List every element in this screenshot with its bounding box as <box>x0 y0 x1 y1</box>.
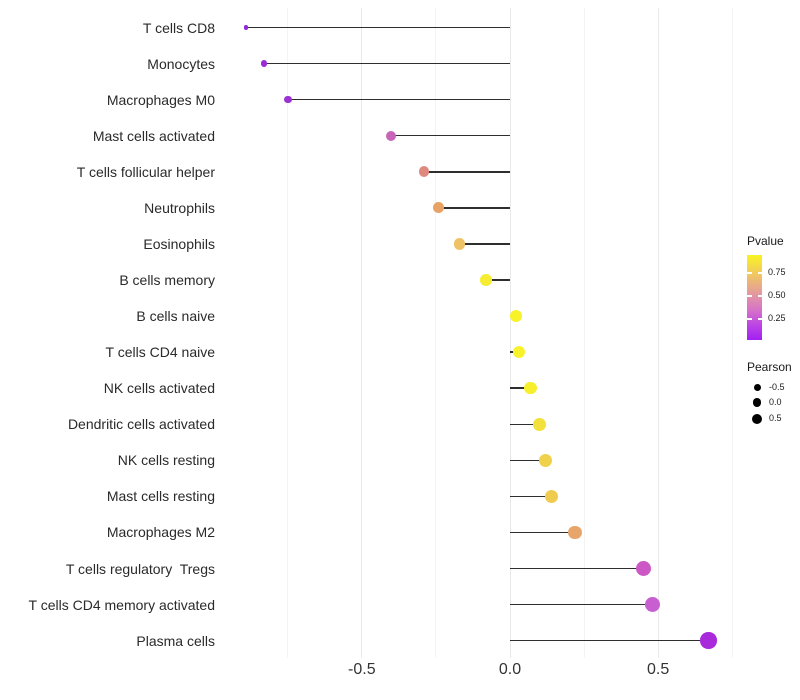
gridline-minor <box>435 8 437 658</box>
lollipop-stem <box>510 531 576 534</box>
data-point <box>454 238 466 250</box>
pearson-size-label: 0.5 <box>769 413 782 424</box>
colorbar-tick-label: 0.50 <box>768 290 786 300</box>
data-point <box>644 596 660 613</box>
y-axis-label: T cells follicular helper <box>76 163 215 180</box>
lollipop-stem <box>510 423 540 426</box>
lollipop-stem <box>246 26 510 29</box>
lollipop-stem <box>510 387 531 389</box>
data-point <box>244 25 249 30</box>
data-point <box>480 274 493 286</box>
gridline-minor <box>731 8 733 658</box>
gridline-minor <box>287 8 289 658</box>
y-axis-label: Macrophages M0 <box>106 91 215 108</box>
pearson-size-label: -0.5 <box>769 381 785 392</box>
lollipop-stem <box>510 567 644 570</box>
colorbar-tick <box>757 295 762 297</box>
colorbar-tick <box>747 318 752 320</box>
colorbar-tick <box>757 272 762 274</box>
lollipop-stem <box>459 243 510 245</box>
pearson-size-dot <box>753 383 761 391</box>
data-point <box>260 60 268 67</box>
data-point <box>509 310 522 323</box>
pvalue-colorbar <box>747 255 762 340</box>
y-axis-label: B cells naive <box>136 308 215 325</box>
data-point <box>283 95 292 104</box>
lollipop-stem <box>438 207 510 209</box>
data-point <box>524 381 538 395</box>
y-axis-label: T cells CD4 memory activated <box>28 596 215 613</box>
gridline-major <box>657 8 659 658</box>
x-axis-tick-label: 0.5 <box>647 661 670 678</box>
y-axis-label: T cells CD4 naive <box>105 344 215 361</box>
pearson-size-label: 0.0 <box>769 397 782 408</box>
y-axis-label: Mast cells activated <box>92 127 215 144</box>
data-point <box>635 561 651 577</box>
pearson-size-dot <box>752 413 762 424</box>
y-axis-label: Dendritic cells activated <box>67 416 215 433</box>
pearson-legend-title: Pearson <box>747 360 792 374</box>
colorbar-tick <box>757 318 762 320</box>
gridline-minor <box>583 8 585 658</box>
data-point <box>533 417 547 431</box>
y-axis-label: B cells memory <box>119 271 215 288</box>
y-axis-label: Plasma cells <box>136 632 215 649</box>
x-axis-tick-label: 0.0 <box>498 661 522 678</box>
lollipop-stem <box>287 98 510 101</box>
lollipop-stem <box>510 495 552 498</box>
data-point <box>386 130 397 141</box>
y-axis-label: T cells regulatory Tregs <box>65 560 215 577</box>
y-axis-label: Eosinophils <box>143 235 215 252</box>
data-point <box>568 525 583 540</box>
colorbar-tick <box>747 272 752 274</box>
y-axis-label: Mast cells resting <box>106 488 215 505</box>
y-axis-label: Monocytes <box>147 55 215 72</box>
data-point <box>700 632 717 649</box>
data-point <box>433 202 445 214</box>
gridline-major <box>509 8 511 658</box>
lollipop-stem <box>510 639 709 642</box>
data-point <box>539 453 553 467</box>
lollipop-stem <box>510 603 653 606</box>
pearson-size-dot <box>752 398 762 407</box>
lollipop-stem <box>486 279 510 281</box>
data-point <box>544 489 559 503</box>
y-axis-label: T cells CD8 <box>142 19 215 36</box>
lollipop-stem <box>510 459 546 462</box>
x-axis-tick-label: -0.5 <box>348 661 376 678</box>
data-point <box>512 346 525 359</box>
lollipop-stem <box>264 62 510 65</box>
y-axis-label: Macrophages M2 <box>106 524 215 541</box>
y-axis-label: NK cells resting <box>117 452 215 469</box>
gridline-major <box>361 8 363 658</box>
colorbar-tick-label: 0.75 <box>768 267 786 277</box>
lollipop-stem <box>424 171 510 173</box>
colorbar-tick-label: 0.25 <box>768 313 786 323</box>
pvalue-legend-title: Pvalue <box>747 234 784 248</box>
y-axis-label: NK cells activated <box>103 380 215 397</box>
lollipop-stem <box>391 134 510 137</box>
data-point <box>418 166 430 178</box>
colorbar-tick <box>747 295 752 297</box>
y-axis-label: Neutrophils <box>144 199 215 216</box>
